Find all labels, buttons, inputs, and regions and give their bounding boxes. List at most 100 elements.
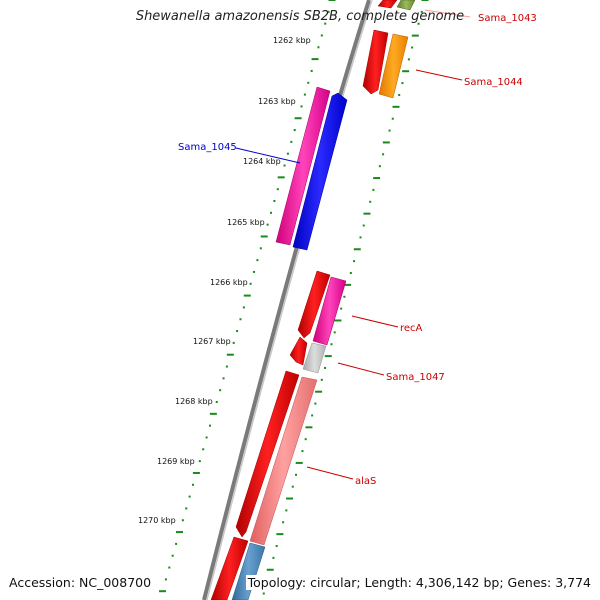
gene-label-sama-1047[interactable]: Sama_1047 xyxy=(386,372,445,383)
scale-dot xyxy=(171,554,174,557)
gene-arrow-gray[interactable] xyxy=(302,342,327,374)
gene-arrow-red[interactable] xyxy=(289,336,308,366)
scale-dot xyxy=(266,223,269,226)
gene-label-sama-1045[interactable]: Sama_1045 xyxy=(178,142,237,153)
scale-dot xyxy=(291,485,294,488)
scale-dot xyxy=(369,200,372,203)
scale-dot xyxy=(164,578,167,581)
scale-dot xyxy=(362,224,365,227)
gene-arrow-olive[interactable] xyxy=(396,0,416,11)
scale-dot xyxy=(262,592,265,595)
scale-dot xyxy=(420,10,423,13)
scale-dot xyxy=(303,93,306,96)
label-leader-sama-1044 xyxy=(415,69,463,81)
scale-tick-label: 1263 kbp xyxy=(258,97,296,106)
gene-arrow-red[interactable] xyxy=(297,270,331,339)
gene-arrow-magenta[interactable] xyxy=(275,86,331,246)
scale-dot xyxy=(301,450,304,453)
scale-tick-label: 1264 kbp xyxy=(243,157,281,166)
scale-dot xyxy=(181,519,184,522)
gene-label-sama-1043[interactable]: Sama_1043 xyxy=(478,13,537,24)
scale-dot xyxy=(253,270,256,273)
scale-dot xyxy=(333,331,336,334)
scale-dot xyxy=(330,343,333,346)
scale-dot xyxy=(205,436,208,439)
label-leader-reca xyxy=(351,315,399,328)
scale-dot xyxy=(359,236,362,239)
gene-arrow-red[interactable] xyxy=(362,29,389,95)
gene-label-sama-1044[interactable]: Sama_1044 xyxy=(464,77,523,88)
gene-arrow-salmon[interactable] xyxy=(249,376,318,546)
scale-dot xyxy=(310,69,313,72)
scale-dot xyxy=(304,438,307,441)
scale-dot xyxy=(295,473,298,476)
scale-dot xyxy=(398,93,401,96)
label-leader-sama-1045 xyxy=(235,147,301,164)
genome-backbone-highlight xyxy=(206,0,373,600)
scale-dot xyxy=(314,402,317,405)
scale-dot xyxy=(283,164,286,167)
scale-dot xyxy=(242,306,245,309)
scale-dot xyxy=(293,129,296,132)
scale-dot xyxy=(249,282,252,285)
gene-label-alas[interactable]: alaS xyxy=(355,476,376,487)
gene-arrow-blue[interactable] xyxy=(292,92,348,251)
gene-arrow-steelblue[interactable] xyxy=(231,542,266,600)
gene-arrow-red[interactable] xyxy=(377,0,398,9)
gene-arrow-magenta[interactable] xyxy=(312,276,347,346)
scale-tick-label: 1266 kbp xyxy=(210,278,248,287)
scale-dot xyxy=(417,22,420,25)
scale-dot xyxy=(391,117,394,120)
scale-dot xyxy=(202,448,205,451)
gene-arrow-red[interactable] xyxy=(235,370,300,538)
scale-dot xyxy=(320,34,323,37)
scale-dot xyxy=(290,140,293,143)
scale-dot xyxy=(327,10,330,13)
scale-dot xyxy=(324,366,327,369)
scale-dot xyxy=(324,22,327,25)
scale-dots xyxy=(164,10,423,595)
scale-dot xyxy=(282,521,285,524)
scale-dot xyxy=(222,377,225,380)
scale-dot xyxy=(388,129,391,132)
scale-dot xyxy=(239,318,242,321)
gene-arrow-red[interactable] xyxy=(210,536,249,600)
scale-dot xyxy=(300,105,303,108)
scale-dot xyxy=(353,260,356,263)
scale-dot xyxy=(340,307,343,310)
scale-dot xyxy=(272,556,275,559)
scale-dot xyxy=(198,460,201,463)
scale-dot xyxy=(273,200,276,203)
scale-dot xyxy=(269,211,272,214)
scale-dot xyxy=(236,330,239,333)
scale-dot xyxy=(307,81,310,84)
scale-dot xyxy=(286,152,289,155)
scale-dot xyxy=(208,424,211,427)
scale-dot xyxy=(276,188,279,191)
scale-dot xyxy=(407,58,410,61)
scale-dot xyxy=(185,507,188,510)
scale-dot xyxy=(411,46,414,49)
scale-dot xyxy=(215,401,218,404)
scale-dot xyxy=(320,378,323,381)
scale-tick-label: 1265 kbp xyxy=(227,218,265,227)
scale-dot xyxy=(175,542,178,545)
scale-tick-label: 1270 kbp xyxy=(138,516,176,525)
scale-dot xyxy=(372,188,375,191)
accession-text: Accession: NC_008700 xyxy=(9,575,154,590)
scale-dot xyxy=(401,82,404,85)
map-title: Shewanella amazonensis SB2B, complete ge… xyxy=(135,9,465,24)
scale-dot xyxy=(188,495,191,498)
genome-backbone xyxy=(202,0,371,600)
label-leader-alas xyxy=(306,466,354,480)
scale-tick-label: 1269 kbp xyxy=(157,457,195,466)
genome-summary-text: Topology: circular; Length: 4,306,142 bp… xyxy=(245,575,591,590)
label-leader-sama-1043 xyxy=(424,9,471,18)
scale-dot xyxy=(225,365,228,368)
gene-arrow-orange[interactable] xyxy=(378,33,409,99)
scale-dot xyxy=(378,165,381,168)
gene-label-reca[interactable]: recA xyxy=(400,323,423,334)
scale-dot xyxy=(219,389,222,392)
scale-dot xyxy=(259,247,262,250)
